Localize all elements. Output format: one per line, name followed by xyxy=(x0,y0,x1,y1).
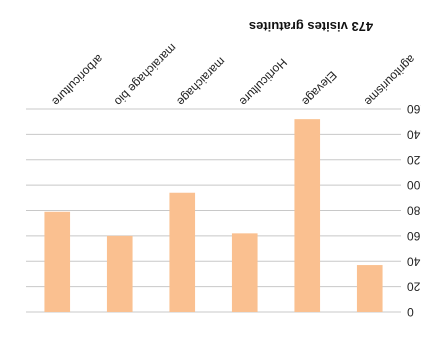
y-tick-label: 100 xyxy=(407,178,421,192)
bars xyxy=(44,119,383,312)
y-tick-label: 20 xyxy=(407,280,421,294)
bar-maraichage xyxy=(169,192,196,312)
bar-arboriculture xyxy=(44,211,71,312)
gridlines xyxy=(26,108,401,313)
category-labels: agritourismeElevageHorticulturemaraichag… xyxy=(49,41,418,109)
bar-elevage xyxy=(294,119,321,312)
category-label: Horticulture xyxy=(236,55,290,109)
y-tick-label: 140 xyxy=(407,127,421,141)
category-label: maraichage bio xyxy=(111,41,179,109)
category-label: Elevage xyxy=(299,68,340,109)
y-tick-label: 160 xyxy=(407,102,421,116)
y-axis-ticks: 0 20 40 60 80 100 120 140 160 xyxy=(407,102,421,319)
y-tick-label: 60 xyxy=(407,229,421,243)
category-label: agritourisme xyxy=(361,52,418,109)
y-tick-label: 120 xyxy=(407,153,421,167)
bar-maraichage-bio xyxy=(106,235,133,312)
y-tick-label: 0 xyxy=(407,305,414,319)
category-label: arboriculture xyxy=(49,52,106,109)
y-tick-label: 80 xyxy=(407,204,421,218)
bar-agritourisme xyxy=(356,265,383,312)
y-tick-label: 40 xyxy=(407,254,421,268)
chart-title: 473 visites gratuites xyxy=(249,19,373,34)
category-label: maraichage xyxy=(174,55,228,109)
bar-horticulture xyxy=(231,233,258,312)
